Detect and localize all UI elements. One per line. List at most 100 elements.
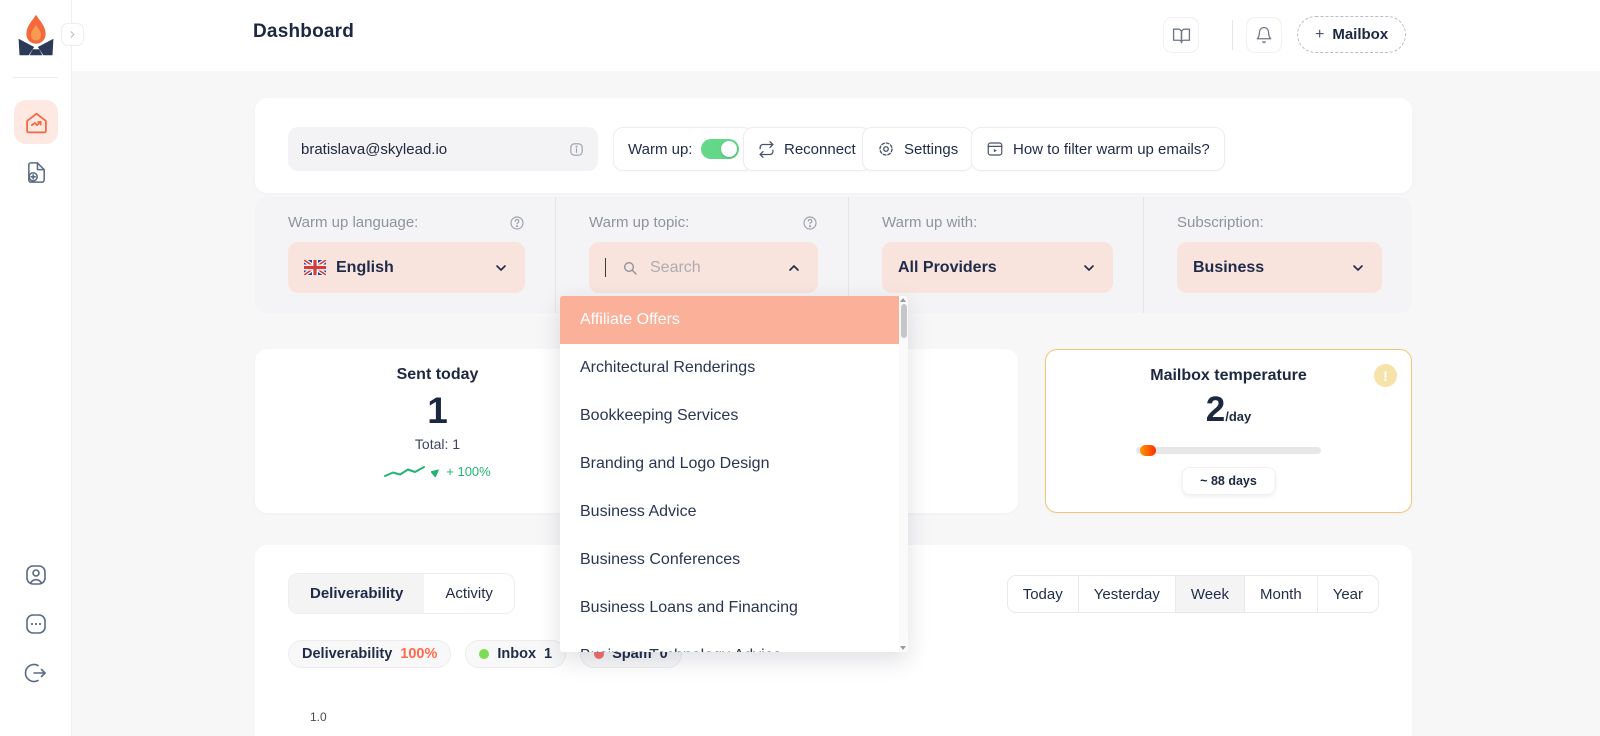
topbar-divider: [1232, 20, 1233, 50]
notifications-button[interactable]: [1246, 17, 1282, 53]
sidebar-item-profile[interactable]: [14, 553, 58, 597]
sent-today-value: 1: [427, 390, 448, 431]
spam-dot-icon: [594, 649, 605, 659]
period-today[interactable]: Today: [1008, 576, 1079, 612]
chevron-down-icon: [1350, 260, 1366, 276]
settings-label: Settings: [904, 140, 959, 158]
sidebar-item-dashboard[interactable]: [14, 100, 58, 144]
temperature-slider[interactable]: [1136, 445, 1321, 456]
settings-button[interactable]: Settings: [862, 127, 974, 171]
warmup-toggle[interactable]: [701, 139, 740, 159]
email-value: bratislava@skylead.io: [301, 140, 448, 158]
sidebar-item-new-file[interactable]: [14, 150, 58, 194]
cursor-arrow-icon: [431, 467, 441, 477]
tab-activity[interactable]: Activity: [445, 585, 493, 602]
search-icon: [622, 260, 638, 276]
deliverability-chip-label: Deliverability: [302, 646, 393, 662]
home-trend-icon: [24, 110, 49, 135]
sidebar-collapse-button[interactable]: [61, 23, 84, 46]
topic-search-input[interactable]: Search: [589, 242, 818, 293]
text-caret: [605, 258, 606, 277]
bell-icon: [1255, 26, 1273, 44]
plus-icon: +: [1315, 25, 1325, 43]
info-icon[interactable]: [568, 141, 585, 158]
period-selector: Today Yesterday Week Month Year: [1006, 575, 1379, 613]
dropdown-item[interactable]: Business Conferences: [580, 551, 741, 568]
chevron-up-icon: [786, 260, 802, 276]
video-icon: [986, 140, 1004, 158]
period-yesterday[interactable]: Yesterday: [1079, 576, 1176, 612]
sidebar-divider: [13, 77, 58, 78]
dropdown-item[interactable]: Business Advice: [580, 503, 697, 520]
topic-placeholder: Search: [650, 258, 701, 276]
dropdown-item[interactable]: Business Technology Advice: [560, 632, 908, 652]
chart-axis-tick: 1.0: [310, 710, 327, 724]
spam-chip-value: 0: [659, 646, 668, 662]
inbox-chip-label: Inbox: [497, 646, 537, 662]
docs-button[interactable]: [1163, 17, 1199, 53]
warmup-toggle-group: Warm up:: [613, 127, 755, 171]
file-plus-icon: [25, 161, 48, 184]
subscription-select[interactable]: Business: [1177, 242, 1382, 293]
sparkline-icon: [384, 465, 426, 479]
chevron-down-icon: [493, 260, 509, 276]
slider-thumb[interactable]: [1139, 445, 1156, 456]
dropdown-item[interactable]: Affiliate Offers: [560, 296, 908, 344]
deliverability-chip-value: 100%: [400, 646, 438, 662]
topic-label: Warm up topic:: [589, 214, 690, 231]
period-week[interactable]: Week: [1175, 576, 1245, 612]
filter-subscription: Subscription: Business: [1143, 197, 1412, 313]
mailbox-temperature-card: Mailbox temperature ! 2 /day ~ 88 days: [1045, 349, 1412, 513]
logout-icon: [24, 661, 48, 685]
language-select[interactable]: English: [288, 242, 525, 293]
subscription-value: Business: [1193, 258, 1265, 276]
scroll-down-icon[interactable]: [900, 646, 906, 650]
tab-deliverability[interactable]: Deliverability: [289, 574, 425, 613]
days-remaining-badge: ~ 88 days: [1181, 467, 1276, 495]
sidebar: [0, 0, 84, 736]
mailbox-card: bratislava@skylead.io Warm up:: [255, 98, 1412, 193]
dropdown-item[interactable]: Architectural Renderings: [580, 359, 756, 376]
howto-filter-button[interactable]: How to filter warm up emails?: [971, 127, 1225, 171]
chart-tabs: Deliverability Activity: [288, 573, 515, 614]
filter-strip: Warm up language: English: [255, 197, 1412, 313]
user-icon: [24, 563, 48, 587]
uk-flag-icon: [304, 260, 326, 275]
help-icon[interactable]: [509, 215, 525, 231]
temperature-title: Mailbox temperature: [1150, 367, 1307, 384]
sidebar-item-logout[interactable]: [14, 651, 58, 695]
help-icon[interactable]: [802, 215, 818, 231]
temperature-value: 2: [1205, 390, 1226, 429]
add-mailbox-button[interactable]: + Mailbox: [1297, 16, 1407, 53]
provider-label: Warm up with:: [882, 214, 978, 231]
page-title: Dashboard: [253, 21, 355, 42]
dropdown-scrollbar[interactable]: [899, 296, 908, 652]
dropdown-item[interactable]: Business Loans and Financing: [580, 599, 798, 616]
filter-topic: Warm up topic: Search: [555, 197, 848, 313]
sent-today-title: Sent today: [396, 366, 479, 383]
gear-icon: [877, 140, 895, 158]
sidebar-item-more[interactable]: [14, 602, 58, 646]
chevron-down-icon: [1081, 260, 1097, 276]
dropdown-item[interactable]: Branding and Logo Design: [580, 455, 770, 472]
warmup-label: Warm up:: [628, 140, 693, 158]
sent-today-total: Total: 1: [414, 436, 461, 452]
period-month[interactable]: Month: [1245, 576, 1318, 612]
scrollbar-thumb[interactable]: [900, 304, 907, 338]
period-year[interactable]: Year: [1332, 585, 1363, 603]
warning-icon[interactable]: !: [1374, 364, 1397, 387]
app-logo-icon: [14, 12, 58, 60]
scroll-up-icon[interactable]: [900, 298, 906, 302]
deliverability-chip: Deliverability 100%: [288, 640, 452, 668]
provider-select[interactable]: All Providers: [882, 242, 1113, 293]
inbox-dot-icon: [479, 649, 490, 659]
filter-language: Warm up language: English: [255, 197, 555, 313]
dropdown-item[interactable]: Bookkeeping Services: [580, 407, 739, 424]
email-field[interactable]: bratislava@skylead.io: [288, 127, 598, 171]
language-value: English: [336, 258, 394, 276]
reconnect-button[interactable]: Reconnect: [743, 127, 871, 171]
topic-dropdown-list: Affiliate Offers Architectural Rendering…: [560, 296, 908, 652]
add-mailbox-label: Mailbox: [1332, 26, 1389, 43]
temperature-unit: /day: [1225, 409, 1252, 424]
